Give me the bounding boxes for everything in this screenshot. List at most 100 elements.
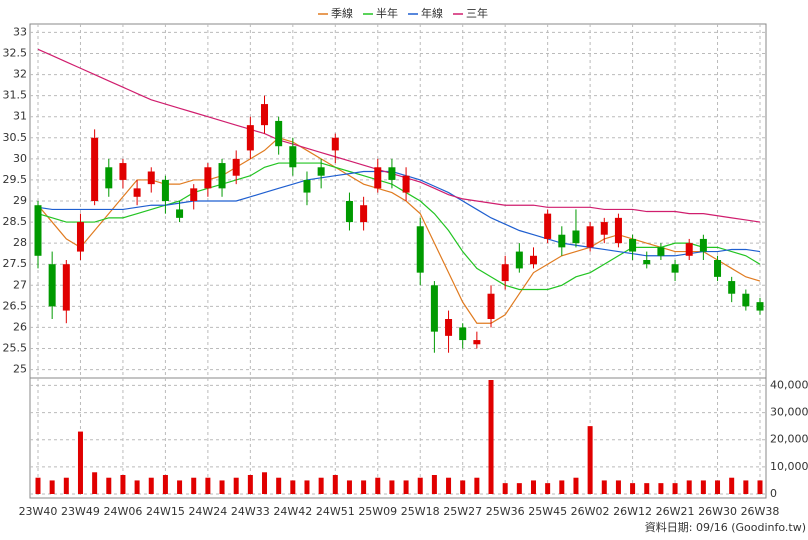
y-tick-label: 26 — [13, 320, 27, 333]
x-tick-label: 26W38 — [741, 505, 780, 518]
x-tick-label: 24W51 — [316, 505, 355, 518]
candle-body — [388, 167, 396, 180]
y-tick-label: 32 — [13, 68, 27, 81]
volume-bar — [233, 477, 239, 494]
y-tick-label: 25.5 — [3, 342, 28, 355]
x-tick-label: 24W06 — [104, 505, 143, 518]
x-tick-label: 25W36 — [486, 505, 525, 518]
volume-bar — [446, 477, 452, 494]
volume-bar — [601, 480, 607, 494]
volume-bar — [559, 480, 565, 494]
footnote: 資料日期: 09/16 (Goodinfo.tw) — [645, 520, 806, 534]
volume-bar — [545, 483, 551, 494]
x-tick-label: 25W09 — [358, 505, 397, 518]
y2-tick-label: 30,000 — [770, 406, 808, 419]
candle-body — [133, 188, 141, 197]
candle-body — [685, 243, 693, 256]
candle-body — [275, 120, 283, 147]
volume-bar — [120, 475, 126, 494]
volume-bar — [502, 483, 508, 494]
volume-bar — [247, 475, 253, 494]
y-tick-label: 32.5 — [3, 47, 28, 60]
candle-body — [600, 222, 608, 235]
volume-bar — [389, 480, 395, 494]
candle-body — [515, 251, 523, 269]
volume-bar — [63, 477, 69, 494]
x-tick-label: 24W42 — [273, 505, 312, 518]
y-tick-label: 28 — [13, 236, 27, 249]
volume-bar — [403, 480, 409, 494]
x-tick-label: 26W21 — [656, 505, 695, 518]
volume-bar — [729, 477, 735, 494]
x-tick-label: 26W30 — [698, 505, 737, 518]
candle-body — [728, 281, 736, 294]
candle-body — [204, 167, 212, 189]
candle-body — [629, 238, 637, 252]
volume-bar — [276, 477, 282, 494]
volume-bar — [106, 477, 112, 494]
candle-body — [501, 264, 509, 282]
ma-line — [37, 162, 761, 291]
volume-bar — [757, 480, 763, 494]
volume-bar — [361, 480, 367, 494]
candle-body — [105, 167, 113, 189]
volume-bar — [644, 483, 650, 494]
legend-label: 三年 — [466, 6, 488, 20]
y-tick-label: 29 — [13, 194, 27, 207]
volume-bar — [488, 380, 494, 494]
volume-bar — [92, 472, 98, 494]
candle-body — [232, 158, 240, 176]
x-tick-label: 25W18 — [401, 505, 440, 518]
y-tick-label: 31.5 — [3, 89, 28, 102]
candle-body — [529, 255, 537, 265]
candle-body — [119, 163, 127, 180]
candle-body — [714, 260, 722, 277]
candle-body — [147, 171, 155, 185]
legend-label: 季線 — [331, 6, 353, 20]
x-tick-label: 23W49 — [61, 505, 100, 518]
candle-body — [657, 247, 665, 256]
candle-body — [459, 327, 467, 341]
candle-body — [445, 319, 453, 336]
y-tick-label: 30.5 — [3, 131, 28, 144]
y2-tick-label: 0 — [770, 487, 777, 500]
candle-body — [487, 293, 495, 319]
volume-bar — [219, 480, 225, 494]
candle-body — [473, 340, 481, 345]
legend-label: 年線 — [421, 6, 443, 20]
y-tick-label: 30 — [13, 152, 27, 165]
candle-body — [303, 179, 311, 193]
volume-bar — [162, 475, 168, 494]
candle-body — [671, 264, 679, 273]
candle-body — [91, 137, 99, 201]
volume-bar — [35, 477, 41, 494]
y2-tick-label: 40,000 — [770, 378, 808, 391]
candle-body — [190, 188, 198, 201]
volume-bar — [530, 480, 536, 494]
candle-body — [558, 234, 566, 248]
volume-bar — [474, 477, 480, 494]
candle-body — [218, 163, 226, 189]
y-tick-label: 33 — [13, 25, 27, 38]
volume-bar — [49, 480, 55, 494]
volume-bar — [658, 483, 664, 494]
y-tick-label: 29.5 — [3, 173, 28, 186]
candle-body — [345, 201, 353, 223]
candle-body — [572, 230, 580, 244]
volume-bar — [715, 480, 721, 494]
ma-line — [37, 137, 761, 324]
candle-body — [374, 167, 382, 189]
volume-bar — [290, 480, 296, 494]
volume-bar — [346, 480, 352, 494]
y-tick-label: 31 — [13, 110, 27, 123]
volume-bar — [587, 426, 593, 494]
candle-body — [360, 205, 368, 223]
y-tick-label: 26.5 — [3, 299, 28, 312]
candle-body — [289, 146, 297, 168]
x-tick-label: 24W24 — [188, 505, 227, 518]
volume-bar — [686, 480, 692, 494]
volume-bar — [615, 480, 621, 494]
candle-body — [643, 260, 651, 265]
